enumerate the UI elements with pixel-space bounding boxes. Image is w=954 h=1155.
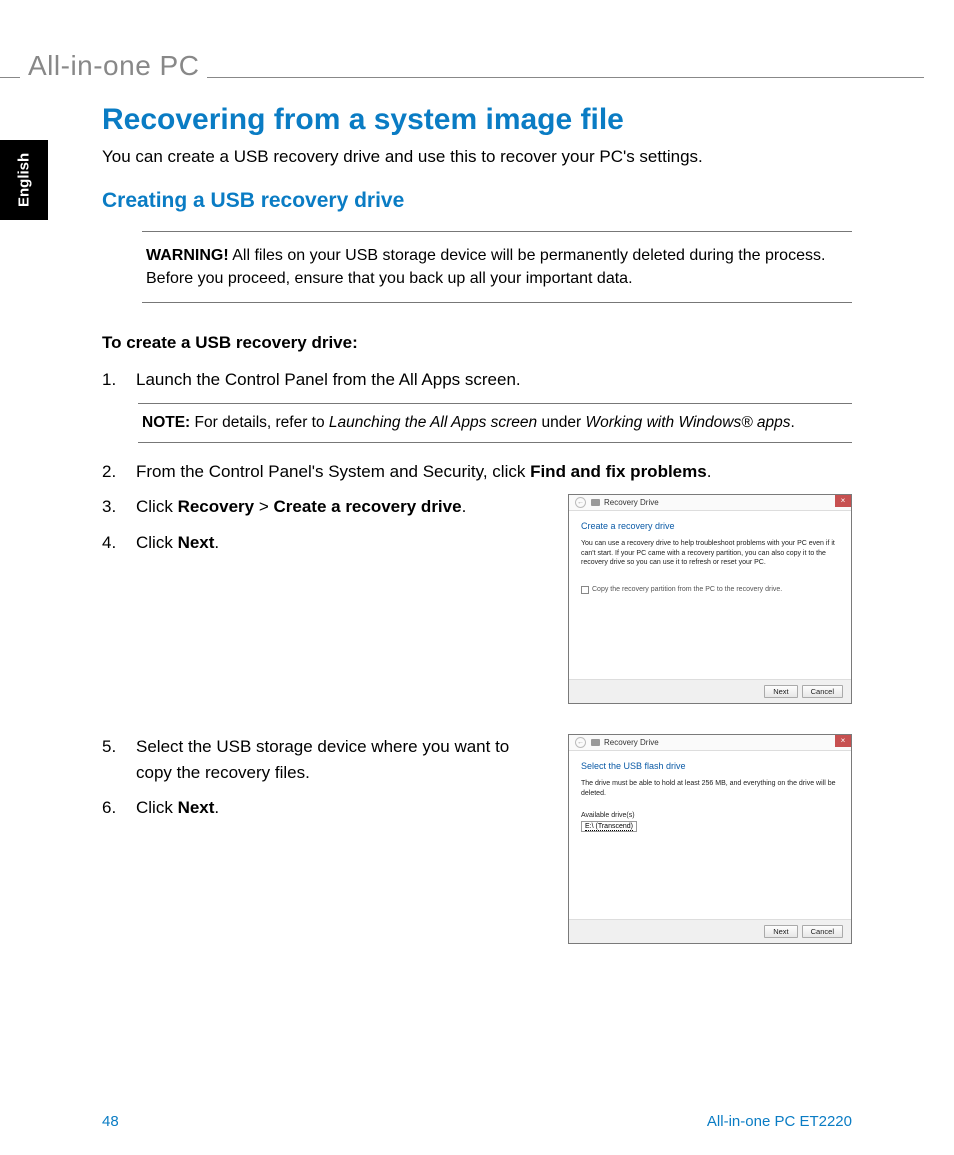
step-text: Click Next. [136, 795, 219, 821]
step-post: . [214, 533, 219, 552]
dialog-text: The drive must be able to hold at least … [581, 779, 839, 798]
dialog-heading: Create a recovery drive [581, 521, 839, 531]
subheading: To create a USB recovery drive: [102, 333, 852, 353]
step-text: Launch the Control Panel from the All Ap… [136, 367, 521, 393]
dialog-select-usb: ← Recovery Drive × Select the USB flash … [568, 734, 852, 944]
dialog-footer: Next Cancel [569, 919, 851, 943]
dialog-text: You can use a recovery drive to help tro… [581, 539, 839, 567]
step-pre: Click [136, 798, 178, 817]
steps-3-4-with-dialog: 3. Click Recovery > Create a recovery dr… [102, 494, 852, 704]
step-text: Select the USB storage device where you … [136, 734, 544, 785]
step-post: . [462, 497, 467, 516]
close-icon[interactable]: × [835, 495, 851, 507]
step-2: 2. From the Control Panel's System and S… [102, 459, 852, 485]
warning-text: All files on your USB storage device wil… [146, 247, 825, 287]
back-icon[interactable]: ← [575, 497, 586, 508]
step-4: 4. Click Next. [102, 530, 544, 556]
step-number: 5. [102, 734, 120, 785]
product-line-title: All-in-one PC [20, 50, 207, 82]
close-icon[interactable]: × [835, 735, 851, 747]
cancel-button[interactable]: Cancel [802, 925, 843, 938]
page-number: 48 [102, 1113, 119, 1130]
step-text: Click Next. [136, 530, 219, 556]
step-5: 5. Select the USB storage device where y… [102, 734, 544, 785]
language-tab: English [0, 140, 48, 220]
step-bold: Find and fix problems [530, 462, 707, 481]
warning-label: WARNING! [146, 247, 229, 264]
note-post: . [791, 414, 795, 431]
step-mid: > [254, 497, 273, 516]
step-bold-2: Create a recovery drive [274, 497, 462, 516]
next-button[interactable]: Next [764, 685, 797, 698]
step-pre: Click [136, 497, 178, 516]
header-rule-right [207, 77, 924, 78]
step-post: . [707, 462, 712, 481]
header-rule-left [0, 77, 20, 78]
checkbox[interactable] [581, 586, 589, 594]
dialog-body: Select the USB flash drive The drive mus… [569, 751, 851, 919]
step-number: 1. [102, 367, 120, 393]
header-band: All-in-one PC [0, 50, 954, 82]
note-label: NOTE: [142, 414, 190, 431]
dialog-title: Recovery Drive [604, 498, 659, 507]
step-3: 3. Click Recovery > Create a recovery dr… [102, 494, 544, 520]
drive-selection[interactable]: E:\ (Transcend) [581, 821, 637, 832]
note-callout: NOTE: For details, refer to Launching th… [138, 403, 852, 443]
dialog-create-recovery: ← Recovery Drive × Create a recovery dri… [568, 494, 852, 704]
drive-icon [591, 739, 600, 746]
back-icon[interactable]: ← [575, 737, 586, 748]
cancel-button[interactable]: Cancel [802, 685, 843, 698]
step-number: 6. [102, 795, 120, 821]
dialog-title: Recovery Drive [604, 738, 659, 747]
checkbox-label: Copy the recovery partition from the PC … [592, 586, 782, 593]
dialog-heading: Select the USB flash drive [581, 761, 839, 771]
available-drives-label: Available drive(s) [581, 812, 839, 819]
step-text: From the Control Panel's System and Secu… [136, 459, 711, 485]
drive-item: E:\ (Transcend) [585, 823, 633, 831]
step-bold: Recovery [178, 497, 255, 516]
dialog-titlebar: ← Recovery Drive × [569, 735, 851, 751]
section-title: Creating a USB recovery drive [102, 189, 852, 213]
next-button[interactable]: Next [764, 925, 797, 938]
page-footer: 48 All-in-one PC ET2220 [102, 1113, 852, 1130]
note-italic-1: Launching the All Apps screen [329, 414, 537, 431]
warning-callout: WARNING! All files on your USB storage d… [142, 231, 852, 303]
dialog-footer: Next Cancel [569, 679, 851, 703]
page-title: Recovering from a system image file [102, 103, 852, 137]
dialog-body: Create a recovery drive You can use a re… [569, 511, 851, 679]
drive-icon [591, 499, 600, 506]
steps-5-6-with-dialog: 5. Select the USB storage device where y… [102, 734, 852, 944]
step-number: 2. [102, 459, 120, 485]
intro-text: You can create a USB recovery drive and … [102, 147, 852, 167]
step-number: 4. [102, 530, 120, 556]
note-pre: For details, refer to [190, 414, 329, 431]
footer-model: All-in-one PC ET2220 [707, 1113, 852, 1130]
step-number: 3. [102, 494, 120, 520]
steps-list: 1. Launch the Control Panel from the All… [102, 367, 852, 944]
dialog-titlebar: ← Recovery Drive × [569, 495, 851, 511]
step-pre: From the Control Panel's System and Secu… [136, 462, 530, 481]
note-italic-2: Working with Windows® apps [585, 414, 790, 431]
step-post: . [214, 798, 219, 817]
step-6: 6. Click Next. [102, 795, 544, 821]
step-1: 1. Launch the Control Panel from the All… [102, 367, 852, 393]
note-mid: under [537, 414, 585, 431]
step-text: Click Recovery > Create a recovery drive… [136, 494, 466, 520]
step-pre: Click [136, 533, 178, 552]
page-content: Recovering from a system image file You … [102, 95, 852, 954]
step-bold: Next [178, 533, 215, 552]
step-bold: Next [178, 798, 215, 817]
dialog-checkbox-row: Copy the recovery partition from the PC … [581, 586, 839, 594]
